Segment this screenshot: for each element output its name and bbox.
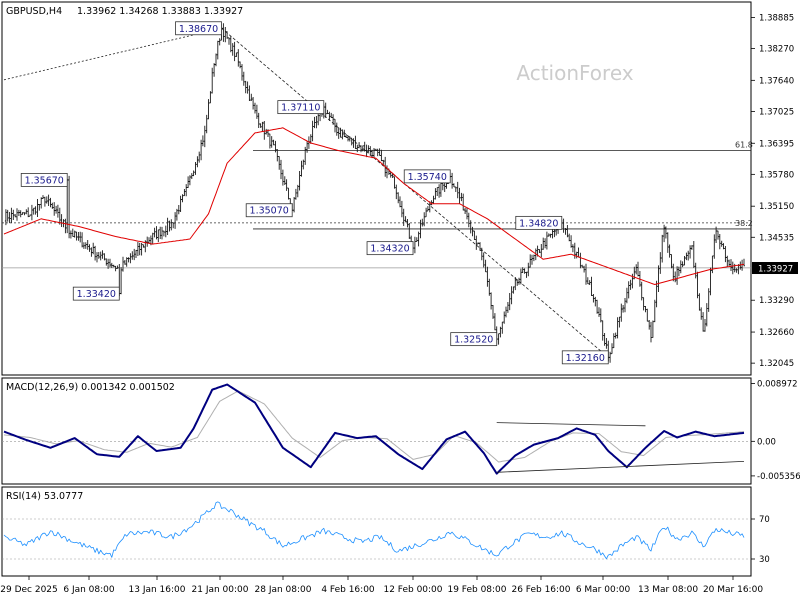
fib-level-label: 61.8 [735, 141, 753, 150]
time-tick-label: 28 Jan 08:00 [255, 585, 312, 595]
swing-label-1.34320: 1.34320 [370, 244, 409, 255]
price-tick-label: 1.38270 [759, 44, 794, 54]
time-tick-label: 4 Feb 16:00 [321, 585, 375, 595]
macd-tick-label: 0.008972 [757, 379, 798, 389]
macd-tick-label: 0.00 [757, 437, 776, 447]
macd-panel-frame [1, 377, 752, 485]
macd-trendline [496, 460, 745, 473]
swing-label-box [561, 350, 609, 365]
price-tick-label: 1.32045 [759, 359, 794, 369]
time-tick-label: 21 Jan 00:00 [192, 585, 249, 595]
swing-label-box [366, 241, 414, 256]
price-tick-label: 1.36395 [759, 139, 794, 149]
price-tick-label: 1.37640 [759, 76, 794, 86]
time-tick-label: 13 Jan 16:00 [129, 585, 186, 595]
time-tick-label: 6 Jan 08:00 [63, 585, 115, 595]
time-tick-label: 29 Dec 2025 [0, 585, 58, 595]
swing-label-1.35740: 1.35740 [408, 172, 447, 183]
swing-label-1.37110: 1.37110 [281, 103, 320, 114]
uptrend-line [3, 27, 222, 81]
time-tick-label: 19 Feb 08:00 [447, 585, 506, 595]
rsi-tick-label: 30 [759, 555, 770, 565]
watermark: ActionForex [516, 61, 633, 85]
price-tick-label: 1.33290 [759, 296, 794, 306]
time-tick-label: 20 Mar 16:00 [703, 585, 763, 595]
price-panel-frame [1, 1, 752, 376]
price-tick-label: 1.34535 [759, 233, 794, 243]
moving-average-line [3, 127, 745, 285]
swing-label-1.32520: 1.32520 [454, 335, 493, 346]
rsi-tick-label: 70 [759, 515, 770, 525]
swing-label-box [450, 332, 498, 347]
price-tick-label: 1.35780 [759, 170, 794, 180]
moving-average [3, 127, 745, 285]
current-price-tick: 1.33927 [758, 265, 793, 275]
time-tick-label: 12 Feb 00:00 [383, 585, 442, 595]
current-price-box [752, 262, 798, 275]
swing-label-box [20, 173, 68, 187]
ohlc-label: 1.33962 1.34268 1.33883 1.33927 [77, 6, 243, 17]
swing-label-1.34820: 1.34820 [519, 218, 558, 229]
price-tick-label: 1.37025 [759, 107, 794, 117]
swing-labels: 1.35670 1.33420 1.38670 1.35070 1.37110 1.343… [20, 21, 611, 365]
time-tick-label: 13 Mar 08:00 [638, 585, 698, 595]
swing-label-1.35670: 1.35670 [25, 175, 64, 186]
price-tick-label: 1.32660 [759, 328, 794, 338]
price-guides: 61.8 38.2 [2, 27, 753, 358]
time-tick-label: 6 Mar 00:00 [576, 585, 631, 595]
swing-label-1.32160: 1.32160 [566, 353, 605, 364]
rsi-indicator [2, 501, 751, 560]
swing-label-1.38670: 1.38670 [179, 24, 218, 35]
rsi-title: RSI(14) 53.0777 [6, 491, 83, 502]
symbol-label: GBPUSD,H4 [6, 6, 62, 17]
axes: 1.38885 1.38270 1.37640 1.37025 1.36395 1.357… [0, 13, 800, 595]
macd-signal-line [3, 390, 745, 463]
macd-title: MACD(12,26,9) 0.001342 0.001502 [6, 382, 175, 393]
swing-label-box [72, 286, 120, 301]
rsi-panel-frame [1, 486, 752, 577]
macd-line [3, 383, 745, 475]
fib-level-label: 38.2 [735, 219, 753, 228]
swing-label-1.33420: 1.33420 [77, 289, 116, 300]
swing-label-1.35070: 1.35070 [250, 206, 289, 217]
swing-label-box [277, 100, 325, 115]
swing-label-box [515, 215, 563, 230]
swing-label-box [403, 169, 451, 184]
swing-label-box [245, 203, 293, 218]
macd-tick-label: -0.005356 [757, 472, 800, 482]
price-tick-label: 1.35150 [759, 202, 794, 212]
time-tick-label: 26 Feb 16:00 [511, 585, 570, 595]
price-tick-label: 1.38885 [759, 13, 794, 23]
macd-indicator [2, 383, 751, 475]
macd-trendline [496, 422, 646, 427]
rsi-line [3, 501, 745, 560]
swing-label-box [175, 21, 222, 36]
